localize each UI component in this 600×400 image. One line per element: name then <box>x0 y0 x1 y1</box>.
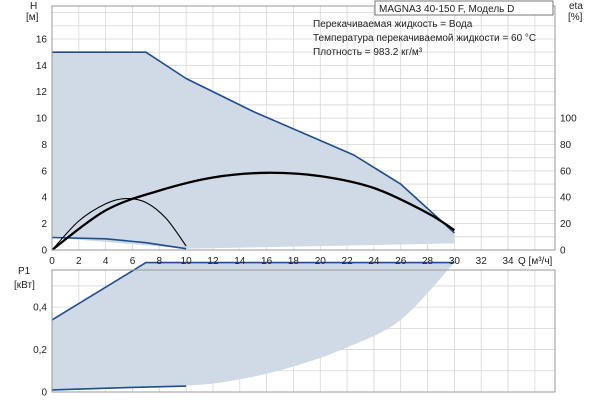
x-tick-label: 32 <box>476 256 488 267</box>
p1-axis-label: P1 <box>18 266 31 277</box>
note-temperature: Температура перекачиваемой жидкости = 60… <box>313 33 536 44</box>
eta-tick-label: 100 <box>560 114 577 125</box>
bottom-plot-border <box>51 269 556 393</box>
x-tick-label: 8 <box>157 256 163 267</box>
h-axis-unit: [м] <box>26 12 39 23</box>
p1-tick-label: 0,2 <box>33 345 47 356</box>
top-plot-border <box>51 5 556 251</box>
h-curve-0 <box>52 51 455 234</box>
x-tick-label: 34 <box>502 256 514 267</box>
x-tick-label: 22 <box>342 256 354 267</box>
x-tick-label: 14 <box>234 256 246 267</box>
chart-title: MAGNA3 40-150 F, Модель D <box>379 4 514 15</box>
x-tick-label: 24 <box>368 256 380 267</box>
h-tick-label: 2 <box>41 219 47 230</box>
h-tick-label: 8 <box>41 140 47 151</box>
eta-tick-label: 0 <box>560 246 566 257</box>
top-operating-region <box>52 52 455 249</box>
p1-curve-0 <box>51 261 455 321</box>
h-tick-label: 10 <box>36 114 48 125</box>
x-tick-label: 6 <box>130 256 136 267</box>
eta-tick-label: 40 <box>560 193 572 204</box>
h-curve-1 <box>51 236 187 250</box>
p1-tick-label: 0,4 <box>33 303 47 314</box>
bottom-series <box>51 261 455 391</box>
x-tick-label: 12 <box>207 256 219 267</box>
x-tick-label: 26 <box>395 256 407 267</box>
h-tick-label: 4 <box>41 193 47 204</box>
eta-axis-unit: [%] <box>568 12 583 23</box>
x-tick-label: 4 <box>103 256 109 267</box>
top-series <box>51 51 456 251</box>
x-tick-label: 30 <box>449 256 461 267</box>
bottom-region-fill <box>52 262 455 390</box>
p1-tick-label: 0 <box>41 388 47 399</box>
eta-tick-label: 20 <box>560 219 572 230</box>
note-fluid: Перекачиваемая жидкость = Вода <box>313 19 473 30</box>
title-box <box>374 0 554 16</box>
q-axis-label: Q [м³/ч] <box>518 256 553 267</box>
x-tick-label: 28 <box>422 256 434 267</box>
p1-curve-1 <box>51 385 187 391</box>
top-region-fill <box>52 52 455 249</box>
x-tick-label: 0 <box>49 256 55 267</box>
x-tick-label: 2 <box>76 256 82 267</box>
h-tick-label: 14 <box>36 61 48 72</box>
x-tick-label: 16 <box>261 256 273 267</box>
tick-labels: 0 2 4 6 8 10 12 14 16 18 20 22 24 26 28 30 32 34024681012… <box>33 34 577 398</box>
x-tick-label: 18 <box>288 256 300 267</box>
h-tick-label: 12 <box>36 87 48 98</box>
h-axis-label: H <box>30 1 37 12</box>
eta-axis-label: eta <box>569 1 583 12</box>
p1-axis-unit: [кВт] <box>14 280 35 291</box>
eta-curve-2 <box>51 171 456 251</box>
note-density: Плотность = 983.2 кг/м³ <box>313 47 423 58</box>
bottom-operating-region <box>52 262 455 390</box>
h-tick-label: 0 <box>41 246 47 257</box>
eta-curve-3 <box>51 197 187 251</box>
eta-tick-label: 60 <box>560 166 572 177</box>
x-tick-label: 20 <box>315 256 327 267</box>
h-tick-label: 16 <box>36 34 48 45</box>
x-tick-label: 10 <box>181 256 193 267</box>
h-tick-label: 6 <box>41 166 47 177</box>
eta-tick-label: 80 <box>560 140 572 151</box>
